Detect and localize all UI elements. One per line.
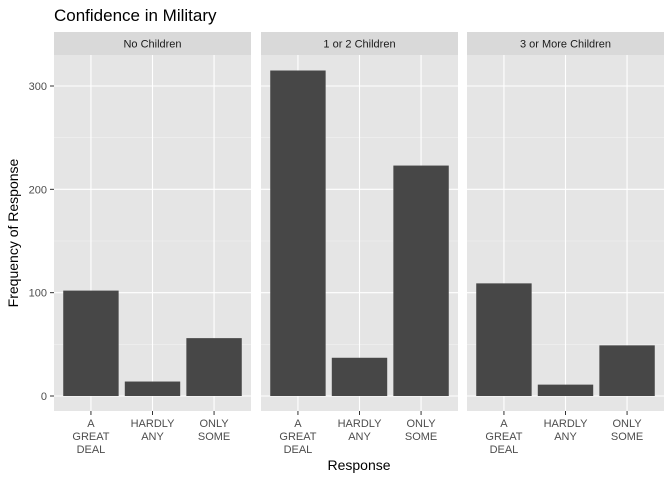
x-tick-label-line: A <box>500 418 508 430</box>
x-tick-label-line: ONLY <box>199 418 229 430</box>
y-axis-title: Frequency of Response <box>5 158 21 307</box>
x-tick-label-line: GREAT <box>72 431 109 443</box>
x-tick-label-line: ANY <box>554 431 577 443</box>
facet-panel: No Children A GREAT DEAL HARDLY ANY ONLY SOME <box>54 32 251 456</box>
bar <box>124 381 181 396</box>
x-tick-label-line: A <box>87 418 95 430</box>
x-tick-label-line: SOME <box>611 431 643 443</box>
x-tick-label-line: SOME <box>405 431 437 443</box>
x-tick-label: A GREAT DEAL <box>279 418 316 456</box>
x-tick-label-line: HARDLY <box>544 418 588 430</box>
bar <box>331 357 388 396</box>
x-tick-label-line: HARDLY <box>131 418 175 430</box>
x-tick-label: ONLY SOME <box>611 418 643 443</box>
x-tick-label-line: ONLY <box>406 418 436 430</box>
facet-strip-label: 3 or More Children <box>520 39 611 51</box>
facet-strip <box>54 32 251 55</box>
bar <box>537 384 594 396</box>
x-tick-label: ONLY SOME <box>405 418 437 443</box>
y-tick-label: 200 <box>29 184 47 196</box>
facet-strip-label: No Children <box>123 39 181 51</box>
bar <box>599 345 655 396</box>
facet-panel: 1 or 2 Children A GREAT DEAL HARDLY ANY ONLY SO… <box>261 32 458 456</box>
y-tick-label: 300 <box>29 81 47 93</box>
x-tick-label-line: GREAT <box>485 431 522 443</box>
y-tick-label: 100 <box>29 288 47 300</box>
x-tick-label: HARDLY ANY <box>131 418 175 443</box>
facet-strip <box>261 32 458 55</box>
x-tick-label-line: SOME <box>198 431 230 443</box>
x-tick-label-line: ANY <box>348 431 371 443</box>
x-tick-label-line: DEAL <box>490 444 519 456</box>
x-tick-label: A GREAT DEAL <box>72 418 109 456</box>
x-tick-label: HARDLY ANY <box>544 418 588 443</box>
x-tick-label-line: ANY <box>141 431 164 443</box>
x-tick-label: ONLY SOME <box>198 418 230 443</box>
bar <box>476 283 532 396</box>
chart-title: Confidence in Military <box>54 6 217 25</box>
bar <box>393 165 449 396</box>
facet-strip <box>467 32 664 55</box>
x-tick-label-line: GREAT <box>279 431 316 443</box>
x-tick-label-line: DEAL <box>77 444 106 456</box>
y-tick-label: 0 <box>41 391 47 403</box>
x-tick-label-line: ONLY <box>612 418 642 430</box>
x-tick-label-line: A <box>294 418 302 430</box>
x-tick-label: HARDLY ANY <box>338 418 382 443</box>
facet-strip-label: 1 or 2 Children <box>323 39 395 51</box>
x-tick-label-line: DEAL <box>284 444 313 456</box>
bar <box>186 338 242 396</box>
bar <box>270 70 326 396</box>
x-tick-label: A GREAT DEAL <box>485 418 522 456</box>
facet-panel: 3 or More Children A GREAT DEAL HARDLY ANY ONL… <box>467 32 664 456</box>
x-tick-label-line: HARDLY <box>338 418 382 430</box>
bar <box>63 290 119 396</box>
x-axis-title: Response <box>327 457 390 473</box>
